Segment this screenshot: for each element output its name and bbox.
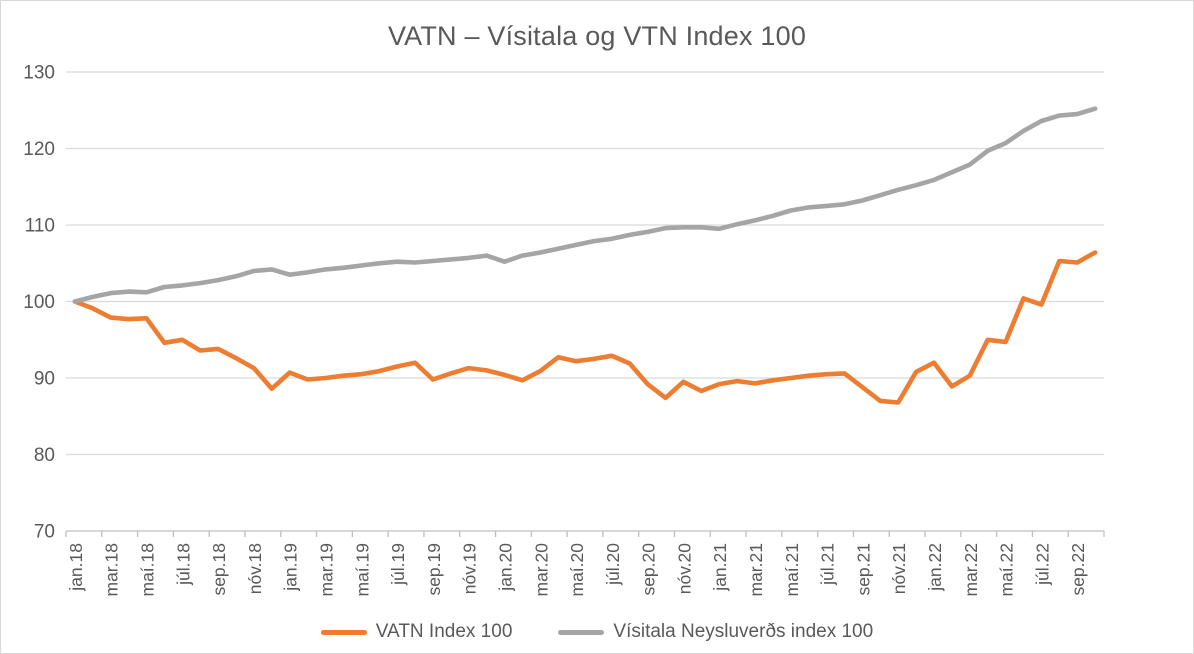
y-tick-label: 110 bbox=[25, 216, 55, 237]
x-tick-label: júl.22 bbox=[1032, 543, 1052, 586]
x-tick-label: maí.18 bbox=[138, 543, 158, 597]
x-tick-label: mar.22 bbox=[961, 543, 981, 597]
y-tick-label: 120 bbox=[23, 139, 55, 160]
y-tick-label: 90 bbox=[34, 369, 55, 390]
x-tick-label: jan.20 bbox=[495, 543, 515, 592]
x-tick-label: maí.22 bbox=[997, 543, 1017, 597]
x-tick-label: jan.21 bbox=[710, 543, 730, 592]
y-tick-label: 70 bbox=[34, 522, 55, 543]
x-axis-labels: jan.18 mar.18 maí.18 júl.18 sep.18 nóv.18 jan.… bbox=[66, 543, 1088, 597]
series-line-vatn-index-100 bbox=[72, 250, 1098, 405]
x-tick-label: jan.18 bbox=[66, 543, 86, 592]
x-tick-label: maí.20 bbox=[567, 543, 587, 597]
x-tick-label: nóv.19 bbox=[460, 543, 480, 594]
x-tick-label: maí.19 bbox=[352, 543, 372, 597]
x-tick-label: mar.18 bbox=[102, 543, 122, 597]
gridlines bbox=[66, 71, 1104, 456]
x-tick-label: sep.22 bbox=[1068, 543, 1088, 596]
y-tick-label: 80 bbox=[34, 445, 55, 466]
legend-swatch-vatn-index bbox=[320, 629, 367, 635]
y-axis-labels: 70 80 90 100 110 120 130 bbox=[23, 63, 55, 543]
x-tick-label: sep.20 bbox=[639, 543, 659, 596]
x-tick-label: sep.21 bbox=[853, 543, 873, 596]
x-tick-label: júl.19 bbox=[388, 543, 408, 586]
x-tick-label: júl.20 bbox=[603, 543, 623, 586]
x-tick-label: júl.18 bbox=[173, 543, 193, 586]
series-line-visitala-neysluverds bbox=[72, 106, 1098, 304]
x-tick-label: mar.19 bbox=[317, 543, 337, 597]
x-tick-label: sep.18 bbox=[209, 543, 229, 596]
x-tick-label: jan.19 bbox=[281, 543, 301, 592]
x-tick-label: nóv.18 bbox=[245, 543, 265, 594]
x-tick-label: jan.22 bbox=[925, 543, 945, 592]
x-tick-label: mar.21 bbox=[746, 543, 766, 597]
x-tick-label: sep.19 bbox=[424, 543, 444, 596]
legend-swatch-visitala-neysluverds bbox=[558, 629, 605, 635]
chart-legend: VATN Index 100 Vísitala Neysluverðs inde… bbox=[1, 621, 1193, 643]
x-tick-label: júl.21 bbox=[818, 543, 838, 586]
y-tick-label: 100 bbox=[23, 292, 55, 313]
legend-item-visitala-neysluverds: Vísitala Neysluverðs index 100 bbox=[558, 621, 873, 643]
x-tick-label: maí.21 bbox=[782, 543, 802, 597]
legend-label-vatn-index: VATN Index 100 bbox=[375, 621, 513, 642]
legend-label-visitala-neysluverds: Vísitala Neysluverðs index 100 bbox=[613, 621, 874, 642]
y-tick-label: 130 bbox=[23, 63, 55, 84]
x-axis bbox=[65, 530, 1105, 537]
x-tick-label: nóv.20 bbox=[674, 543, 694, 595]
x-tick-label: mar.20 bbox=[531, 543, 551, 597]
legend-item-vatn-index: VATN Index 100 bbox=[320, 621, 513, 643]
x-tick-label: nóv.21 bbox=[889, 543, 909, 594]
chart-title: VATN – Vísitala og VTN Index 100 bbox=[387, 21, 807, 51]
